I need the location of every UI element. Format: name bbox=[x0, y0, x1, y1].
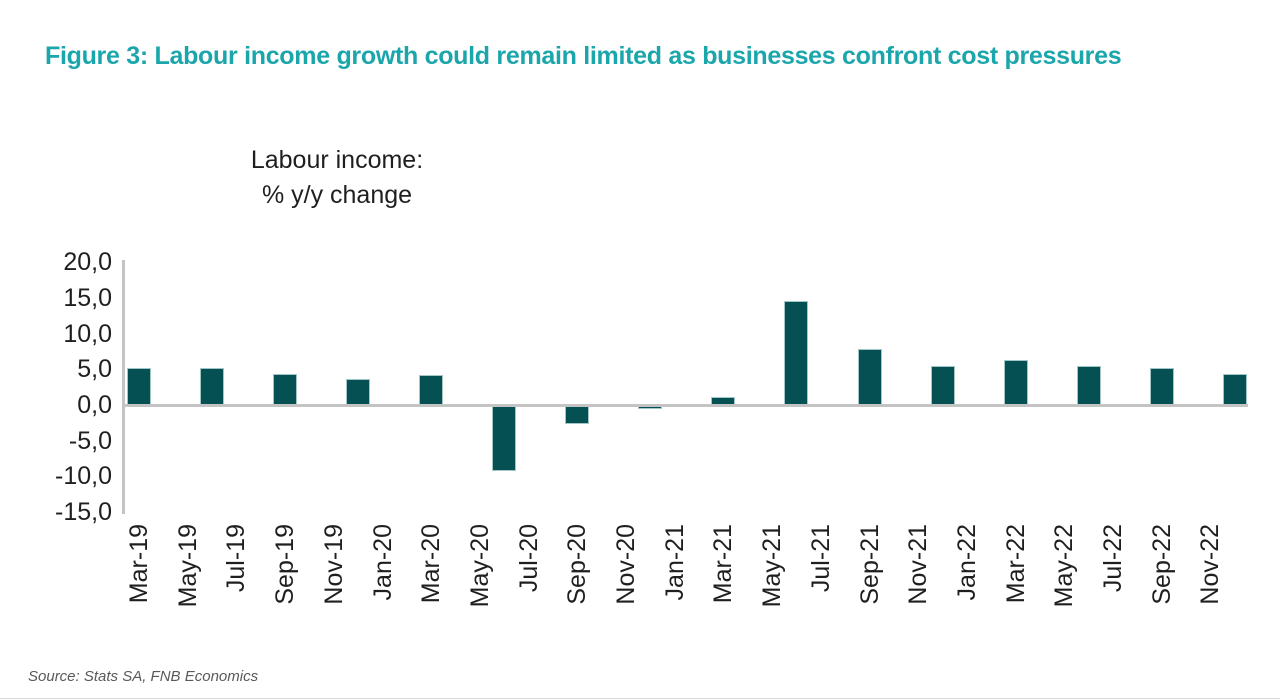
x-tick-label: Nov-21 bbox=[904, 524, 933, 605]
bar-Sep-22 bbox=[1149, 367, 1174, 405]
bar-Mar-22 bbox=[1003, 359, 1028, 405]
bottom-divider bbox=[0, 698, 1280, 699]
x-tick-label: Mar-20 bbox=[417, 524, 446, 604]
x-tick-label: Jul-19 bbox=[222, 524, 251, 593]
x-tick-label: Nov-19 bbox=[319, 524, 348, 605]
x-tick-label: Mar-22 bbox=[1001, 524, 1030, 604]
y-tick-label: -10,0 bbox=[55, 462, 112, 491]
bar-Dec-21 bbox=[930, 365, 955, 405]
bar-Mar-20 bbox=[419, 374, 444, 405]
y-tick-label: 15,0 bbox=[63, 283, 112, 312]
chart-axis-title-line1: Labour income: bbox=[250, 146, 424, 174]
y-tick-label: -15,0 bbox=[55, 498, 112, 527]
source-note: Source: Stats SA, FNB Economics bbox=[28, 668, 259, 685]
bar-Dec-22 bbox=[1222, 374, 1247, 405]
bar-Sep-20 bbox=[565, 405, 590, 424]
y-tick-label: 20,0 bbox=[63, 248, 112, 277]
x-tick-label: Jan-22 bbox=[952, 524, 981, 601]
x-tick-label: Mar-19 bbox=[125, 524, 153, 604]
x-tick-label: Nov-20 bbox=[612, 524, 640, 605]
x-tick-label: Sep-22 bbox=[1147, 524, 1176, 605]
x-tick-label: May-19 bbox=[173, 524, 202, 608]
x-tick-label: Mar-21 bbox=[709, 524, 738, 604]
chart-axis-title-line2: % y/y change bbox=[261, 181, 413, 209]
x-tick-label: Jan-20 bbox=[368, 524, 397, 601]
x-tick-label: Jul-22 bbox=[1099, 524, 1127, 593]
y-axis-line bbox=[122, 259, 125, 514]
x-tick-label: May-21 bbox=[758, 524, 787, 608]
y-tick-label: 0,0 bbox=[77, 391, 112, 419]
figure-title: Figure 3: Labour income growth could rem… bbox=[45, 42, 1122, 70]
x-tick-label: Nov-22 bbox=[1196, 524, 1225, 605]
bar-Sep-19 bbox=[273, 374, 298, 405]
chart-axis-title: Labour income: % y/y change bbox=[237, 143, 437, 213]
y-tick-label: -5,0 bbox=[68, 426, 112, 455]
y-tick-label: 10,0 bbox=[63, 319, 112, 348]
x-tick-label: Sep-19 bbox=[271, 524, 300, 605]
x-tick-label: May-22 bbox=[1050, 524, 1079, 608]
bar-Mar-19 bbox=[127, 367, 151, 405]
bar-Sep-21 bbox=[857, 349, 882, 405]
bar-Jun-20 bbox=[492, 405, 517, 472]
x-tick-label: Jul-21 bbox=[806, 524, 835, 593]
x-tick-label: Jan-21 bbox=[660, 524, 689, 601]
bar-Jun-21 bbox=[784, 300, 809, 405]
bar-Jun-22 bbox=[1076, 365, 1101, 405]
bar-Jun-19 bbox=[200, 367, 225, 405]
x-tick-label: Sep-21 bbox=[855, 524, 884, 605]
y-tick-label: 5,0 bbox=[77, 355, 112, 384]
zero-baseline bbox=[122, 403, 1248, 407]
x-tick-label: Jul-20 bbox=[514, 524, 543, 593]
x-tick-label: Sep-20 bbox=[563, 524, 592, 605]
bar-Dec-19 bbox=[346, 378, 371, 405]
x-tick-label: May-20 bbox=[465, 524, 494, 608]
